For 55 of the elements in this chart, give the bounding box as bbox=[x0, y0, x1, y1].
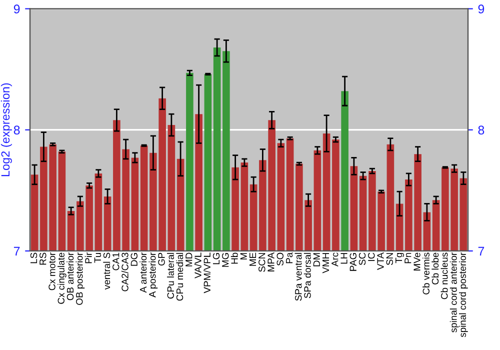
x-tick-label: MVe bbox=[414, 252, 420, 270]
x-tick-label: SN bbox=[386, 253, 393, 266]
x-tick-label: Arc bbox=[332, 252, 338, 266]
x-tick-label: Cb nucleus bbox=[440, 252, 448, 300]
x-tick-label: Cx cingulate bbox=[58, 252, 66, 304]
x-tick-label: PAG bbox=[350, 253, 356, 271]
x-tick-label: CA1 bbox=[112, 252, 120, 270]
x-tick-label: M bbox=[240, 253, 247, 260]
y-tick-label: 9 bbox=[14, 4, 20, 14]
y-axis-title: Log2 (expression) bbox=[0, 83, 12, 176]
y2-tick-label: 9 bbox=[478, 4, 484, 14]
y2-tick-label: 8 bbox=[478, 126, 484, 134]
x-tick-label: Pa bbox=[286, 252, 293, 264]
x-tick-label: CA2/CA3 bbox=[121, 252, 128, 292]
x-tick-label: RS bbox=[40, 252, 46, 265]
x-tick-label: LH bbox=[340, 253, 348, 264]
x-tick-label: LG bbox=[212, 253, 220, 264]
y-tick-label: 8 bbox=[14, 126, 20, 134]
x-tick-label: CPu lateral bbox=[167, 252, 174, 299]
x-tick-label: VMH bbox=[322, 253, 330, 274]
x-tick-label: DG bbox=[130, 253, 138, 266]
x-tick-label: Tu bbox=[94, 252, 101, 263]
x-tick-label: VTA bbox=[377, 252, 384, 270]
x-tick-label: GP bbox=[158, 252, 165, 266]
x-tick-label: SC bbox=[358, 252, 366, 266]
x-tick-label: ME bbox=[250, 252, 256, 266]
x-tick-label: ventral S bbox=[103, 252, 110, 290]
x-tick-label: CPu medial bbox=[176, 252, 184, 301]
x-tick-label: OB posterior bbox=[76, 252, 85, 305]
x-tick-label: Cx motor bbox=[48, 252, 56, 290]
x-tick-label: VPM/VPL bbox=[204, 252, 210, 294]
x-tick-label: SPa dorsal bbox=[304, 252, 311, 298]
y-tick-label: 7 bbox=[14, 246, 20, 256]
x-tick-label: LS bbox=[30, 252, 38, 264]
x-tick-label: VA/VL bbox=[194, 252, 202, 278]
x-tick-label: Pn bbox=[404, 252, 412, 264]
x-tick-label: SCN bbox=[258, 253, 266, 272]
x-tick-label: Hb bbox=[230, 252, 238, 264]
x-tick-label: OB anterior bbox=[66, 252, 74, 300]
y2-tick-label: 7 bbox=[478, 246, 484, 256]
x-tick-label: Cb lobe bbox=[432, 252, 439, 284]
x-tick-label: spinal cord posterior bbox=[459, 252, 468, 338]
x-tick-label: Tg bbox=[396, 252, 404, 264]
x-tick-label: Pir bbox=[84, 252, 92, 264]
x-tick-label: MPA bbox=[268, 252, 274, 272]
x-tick-label: Cb vermis bbox=[422, 252, 430, 294]
x-tick-label: SPa ventral bbox=[294, 252, 302, 301]
x-tick-label: spinal cord anterior bbox=[450, 252, 459, 332]
x-tick-label: A anterior bbox=[140, 252, 147, 293]
x-tick-label: IC bbox=[368, 252, 375, 261]
x-tick-label: A posterior bbox=[148, 252, 158, 298]
x-tick-label: DM bbox=[313, 253, 320, 266]
x-tick-label: SO bbox=[276, 252, 284, 266]
x-tick-label: MG bbox=[222, 253, 229, 267]
x-tick-label: MD bbox=[186, 252, 192, 266]
